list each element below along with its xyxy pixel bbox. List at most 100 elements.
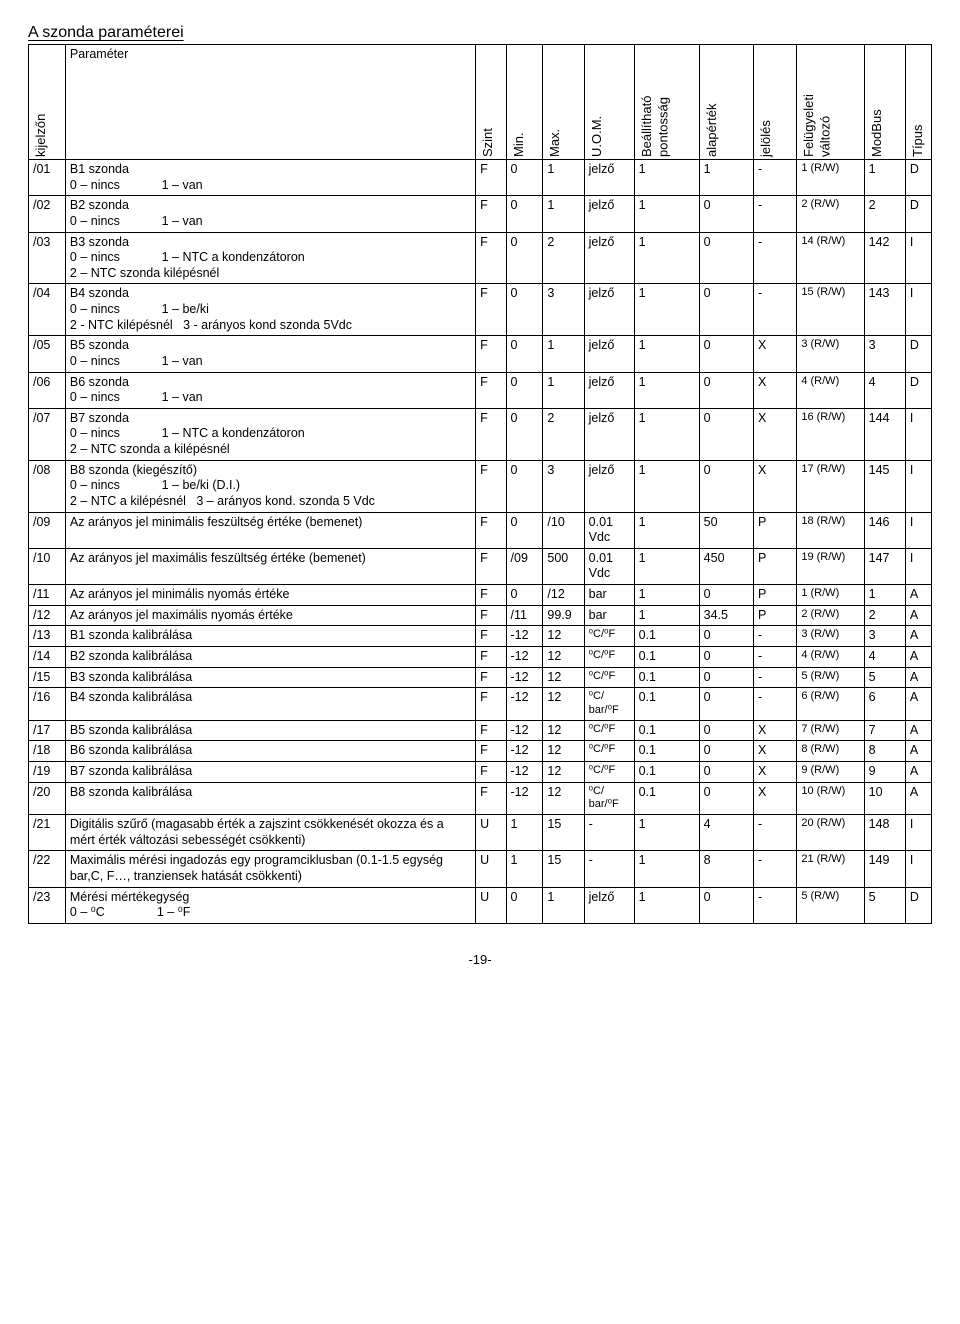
pont-cell: 0.1	[634, 741, 699, 762]
tip-cell: D	[905, 160, 931, 196]
fel-cell: 1 (R/W)	[797, 585, 864, 606]
alap-cell: 0	[699, 782, 753, 815]
min-cell: 0	[506, 887, 543, 923]
fel-cell: 20 (R/W)	[797, 815, 864, 851]
szint-cell: F	[476, 336, 506, 372]
szint-cell: F	[476, 782, 506, 815]
alap-cell: 50	[699, 512, 753, 548]
min-cell: 1	[506, 815, 543, 851]
uom-cell: ⁰C/⁰F	[584, 626, 634, 647]
param-cell: Digitális szűrő (magasabb érték a zajszi…	[65, 815, 475, 851]
szint-cell: F	[476, 460, 506, 512]
table-row: /07B7 szonda 0 – nincs 1 – NTC a kondenz…	[29, 408, 932, 460]
param-cell: Maximális mérési ingadozás egy programci…	[65, 851, 475, 887]
max-cell: 12	[543, 646, 584, 667]
col-jeloles: jelölés	[753, 45, 796, 160]
min-cell: /11	[506, 605, 543, 626]
param-cell: Az arányos jel minimális nyomás értéke	[65, 585, 475, 606]
col-felugyeleti: Felügyeleti változó	[797, 45, 864, 160]
mod-cell: 4	[864, 646, 905, 667]
code-cell: /13	[29, 626, 66, 647]
jel-cell: X	[753, 720, 796, 741]
page-title: A szonda paraméterei	[28, 24, 932, 42]
param-cell: B7 szonda 0 – nincs 1 – NTC a kondenzáto…	[65, 408, 475, 460]
min-cell: -12	[506, 741, 543, 762]
szint-cell: F	[476, 646, 506, 667]
tip-cell: I	[905, 284, 931, 336]
code-cell: /06	[29, 372, 66, 408]
mod-cell: 146	[864, 512, 905, 548]
uom-cell: ⁰C/⁰F	[584, 741, 634, 762]
min-cell: 0	[506, 196, 543, 232]
fel-cell: 5 (R/W)	[797, 887, 864, 923]
alap-cell: 0	[699, 688, 753, 721]
param-cell: B5 szonda 0 – nincs 1 – van	[65, 336, 475, 372]
alap-cell: 0	[699, 460, 753, 512]
szint-cell: F	[476, 160, 506, 196]
min-cell: 0	[506, 512, 543, 548]
pont-cell: 1	[634, 512, 699, 548]
tip-cell: I	[905, 232, 931, 284]
param-cell: B2 szonda kalibrálása	[65, 646, 475, 667]
param-cell: B7 szonda kalibrálása	[65, 761, 475, 782]
alap-cell: 0	[699, 284, 753, 336]
code-cell: /03	[29, 232, 66, 284]
min-cell: -12	[506, 646, 543, 667]
tip-cell: A	[905, 720, 931, 741]
max-cell: 12	[543, 667, 584, 688]
pont-cell: 0.1	[634, 626, 699, 647]
code-cell: /22	[29, 851, 66, 887]
pont-cell: 0.1	[634, 688, 699, 721]
table-row: /15B3 szonda kalibrálásaF-1212⁰C/⁰F0.10-…	[29, 667, 932, 688]
uom-cell: ⁰C/⁰F	[584, 720, 634, 741]
tip-cell: A	[905, 782, 931, 815]
parameter-table: kijelzőn Paraméter Szint Min. Max. U.O.M…	[28, 44, 932, 924]
jel-cell: -	[753, 626, 796, 647]
table-row: /10Az arányos jel maximális feszültség é…	[29, 548, 932, 584]
table-row: /17B5 szonda kalibrálásaF-1212⁰C/⁰F0.10X…	[29, 720, 932, 741]
pont-cell: 1	[634, 196, 699, 232]
uom-cell: bar	[584, 605, 634, 626]
code-cell: /11	[29, 585, 66, 606]
code-cell: /09	[29, 512, 66, 548]
alap-cell: 34.5	[699, 605, 753, 626]
code-cell: /23	[29, 887, 66, 923]
param-cell: Az arányos jel minimális feszültség érté…	[65, 512, 475, 548]
szint-cell: F	[476, 232, 506, 284]
uom-cell: ⁰C/⁰F	[584, 667, 634, 688]
fel-cell: 16 (R/W)	[797, 408, 864, 460]
szint-cell: F	[476, 408, 506, 460]
col-parameter: Paraméter	[65, 45, 475, 160]
fel-cell: 10 (R/W)	[797, 782, 864, 815]
jel-cell: X	[753, 408, 796, 460]
table-row: /01B1 szonda 0 – nincs 1 – vanF01jelző11…	[29, 160, 932, 196]
jel-cell: X	[753, 460, 796, 512]
tip-cell: A	[905, 688, 931, 721]
mod-cell: 2	[864, 196, 905, 232]
tip-cell: A	[905, 646, 931, 667]
szint-cell: F	[476, 720, 506, 741]
tip-cell: A	[905, 667, 931, 688]
param-cell: B3 szonda 0 – nincs 1 – NTC a kondenzáto…	[65, 232, 475, 284]
tip-cell: D	[905, 887, 931, 923]
szint-cell: U	[476, 887, 506, 923]
uom-cell: jelző	[584, 372, 634, 408]
uom-cell: jelző	[584, 887, 634, 923]
mod-cell: 3	[864, 626, 905, 647]
max-cell: 15	[543, 851, 584, 887]
param-cell: B8 szonda (kiegészítő) 0 – nincs 1 – be/…	[65, 460, 475, 512]
min-cell: 0	[506, 284, 543, 336]
code-cell: /08	[29, 460, 66, 512]
alap-cell: 0	[699, 408, 753, 460]
szint-cell: F	[476, 372, 506, 408]
code-cell: /19	[29, 761, 66, 782]
min-cell: -12	[506, 761, 543, 782]
fel-cell: 4 (R/W)	[797, 646, 864, 667]
min-cell: 0	[506, 160, 543, 196]
mod-cell: 3	[864, 336, 905, 372]
alap-cell: 0	[699, 232, 753, 284]
code-cell: /14	[29, 646, 66, 667]
param-cell: B8 szonda kalibrálása	[65, 782, 475, 815]
mod-cell: 7	[864, 720, 905, 741]
table-row: /05B5 szonda 0 – nincs 1 – vanF01jelző10…	[29, 336, 932, 372]
